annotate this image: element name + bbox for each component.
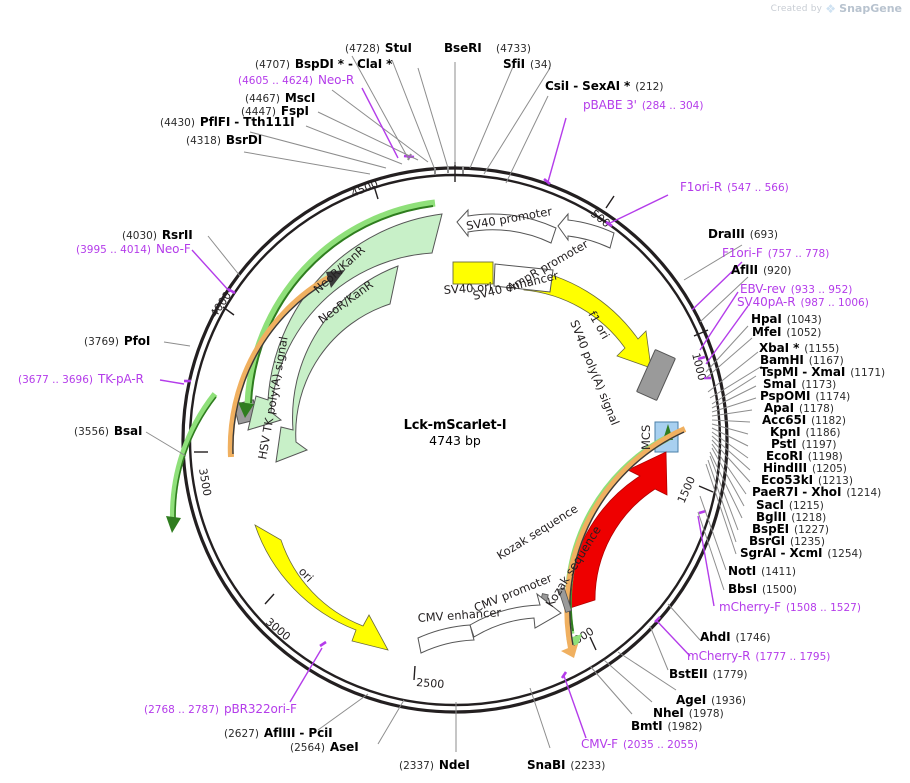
site-label-acc65i[interactable]: Acc65I (1182) (762, 413, 846, 428)
site-label-rsrii[interactable]: (4030) RsrII (122, 228, 193, 243)
primer-label-sv40pa-r[interactable]: SV40pA-R (987 .. 1006) (737, 295, 869, 310)
feature-kozak-2 (557, 587, 573, 613)
leader-lines (145, 55, 763, 752)
site-label-bspei[interactable]: BspEI (1227) (752, 522, 829, 537)
primer-label-pbabe-3prime[interactable]: pBABE 3' (284 .. 304) (583, 98, 704, 113)
svg-text:3500: 3500 (196, 467, 214, 497)
site-label-aflii[interactable]: AflII (920) (731, 263, 792, 278)
feature-cmv-enhancer (417, 624, 475, 654)
site-label-pfoi[interactable]: (3769) PfoI (84, 334, 151, 349)
site-label-bseri[interactable]: BseRI (444, 41, 482, 55)
svg-text:4000: 4000 (208, 289, 234, 319)
site-label-fspi[interactable]: (4447) FspI (241, 104, 309, 119)
primer-label-mcherry-r[interactable]: mCherry-R (1777 .. 1795) (687, 649, 831, 664)
primer-label-cmv-f[interactable]: CMV-F (2035 .. 2055) (581, 737, 698, 752)
primer-label-neo-r[interactable]: (4605 .. 4624) Neo-R (238, 73, 355, 88)
site-label-agei[interactable]: AgeI (1936) (676, 693, 747, 708)
site-label-bbsi[interactable]: BbsI (1500) (728, 582, 797, 597)
site-label-bmti[interactable]: BmtI (1982) (631, 719, 703, 734)
site-label-snabi[interactable]: SnaBI (2233) (527, 758, 606, 773)
site-label-bsai[interactable]: (3556) BsaI (74, 424, 143, 439)
site-label-draiii[interactable]: DraIII (693) (708, 227, 779, 242)
feature-ori (254, 524, 389, 651)
site-label-apai[interactable]: ApaI (1178) (764, 401, 834, 416)
site-label-bglii[interactable]: BglII (1218) (756, 510, 827, 525)
site-label-pspomi[interactable]: PspOMI (1174) (760, 389, 851, 404)
site-label-smai[interactable]: SmaI (1173) (763, 377, 837, 392)
watermark-prefix: Created by (770, 3, 823, 14)
watermark-brand: SnapGene (839, 2, 902, 15)
site-label-bseri-pos: (4733) (496, 43, 531, 55)
caption-sv40-ori: SV40 ori (443, 280, 492, 297)
primer-label-f1ori-f[interactable]: F1ori-F (757 .. 778) (722, 246, 830, 261)
svg-text:2500: 2500 (416, 676, 445, 691)
site-label-paer7i-xhoi[interactable]: PaeR7I - XhoI (1214) (752, 485, 882, 500)
site-label-bsteii[interactable]: BstEII (1779) (669, 667, 748, 682)
caption-kozak-1: Kozak sequence (494, 501, 580, 562)
site-label-asei[interactable]: (2564) AseI (290, 740, 359, 755)
feature-sv40-ori (452, 261, 494, 285)
site-label-ahdi[interactable]: AhdI (1746) (700, 630, 771, 645)
site-label-sgrai-xcmi[interactable]: SgrAI - XcmI (1254) (740, 546, 863, 561)
site-label-psti[interactable]: PstI (1197) (771, 437, 837, 452)
primer-label-mcherry-f[interactable]: mCherry-F (1508 .. 1527) (719, 600, 861, 615)
site-label-saci[interactable]: SacI (1215) (756, 498, 824, 513)
caption-mcs: MCS (639, 425, 653, 450)
snapgene-watermark: Created by ❖ SnapGene (771, 2, 902, 15)
primer-label-pbr322ori-f[interactable]: (2768 .. 2787) pBR322ori-F (144, 702, 297, 717)
feature-sv40-promoter (456, 208, 615, 249)
site-label-hpai[interactable]: HpaI (1043) (751, 312, 822, 327)
site-label-bsrgi[interactable]: BsrGI (1235) (749, 534, 825, 549)
site-label-mfei[interactable]: MfeI (1052) (752, 325, 822, 340)
plasmid-length: 4743 bp (429, 433, 481, 448)
site-label-eco53ki[interactable]: Eco53kI (1213) (761, 473, 853, 488)
site-label-afliii-pcii[interactable]: (2627) AflIII - PciI (224, 726, 333, 741)
site-label-tspmi-xmai[interactable]: TspMI - XmaI (1171) (760, 365, 886, 380)
svg-text:4500: 4500 (349, 177, 380, 200)
site-label-bamhi[interactable]: BamHI (1167) (760, 353, 844, 368)
site-label-ndei[interactable]: (2337) NdeI (399, 758, 470, 773)
site-label-ecori[interactable]: EcoRI (1198) (766, 449, 843, 464)
feature-sv40-polya-signal (636, 349, 676, 401)
feature-tk-green-arrow (166, 392, 218, 533)
feature-sv40-enhancer (493, 263, 554, 293)
primer-label-ebv-rev[interactable]: EBV-rev (933 .. 952) (740, 282, 853, 297)
primer-label-tk-pa-r[interactable]: (3677 .. 3696) TK-pA-R (18, 372, 144, 387)
plasmid-title: Lck-mScarlet-I 4743 bp (0, 418, 910, 448)
plasmid-name: Lck-mScarlet-I (403, 418, 507, 433)
caption-cmv-enhancer: CMV enhancer (417, 605, 502, 625)
site-label-stui[interactable]: (4728) StuI (345, 41, 412, 56)
feature-f1-ori (520, 267, 652, 369)
feature-cmv-promoter (469, 592, 562, 638)
site-label-bspdi-clai[interactable]: (4707) BspDI * - ClaI * (255, 57, 393, 72)
site-label-pflfi-tth111i[interactable]: (4430) PflFI - Tth111I (160, 115, 295, 130)
primer-label-f1ori-r[interactable]: F1ori-R (547 .. 566) (680, 180, 789, 195)
feature-neo-orange-arrow (227, 270, 345, 458)
feature-neo-green-arrow (238, 199, 436, 418)
site-label-bsrdi[interactable]: (4318) BsrDI (186, 133, 263, 148)
snapgene-leaf-icon: ❖ (825, 1, 837, 16)
site-label-sfii[interactable]: SfiI (34) (503, 57, 552, 72)
site-label-hindiii[interactable]: HindIII (1205) (763, 461, 847, 476)
site-label-msci[interactable]: (4467) MscI (245, 91, 316, 106)
site-label-xbai[interactable]: XbaI * (1155) (759, 341, 840, 356)
primer-label-neo-f[interactable]: (3995 .. 4014) Neo-F (76, 242, 191, 257)
site-label-noti[interactable]: NotI (1411) (728, 564, 797, 579)
svg-text:1500: 1500 (675, 474, 698, 505)
feature-neor-kanr-2 (275, 265, 399, 463)
feature-neor-kanr-1 (247, 213, 443, 431)
site-label-nhei[interactable]: NheI (1978) (653, 706, 724, 721)
site-label-csii-sexai[interactable]: CsiI - SexAI * (212) (545, 79, 664, 94)
site-label-kpni[interactable]: KpnI (1186) (770, 425, 841, 440)
